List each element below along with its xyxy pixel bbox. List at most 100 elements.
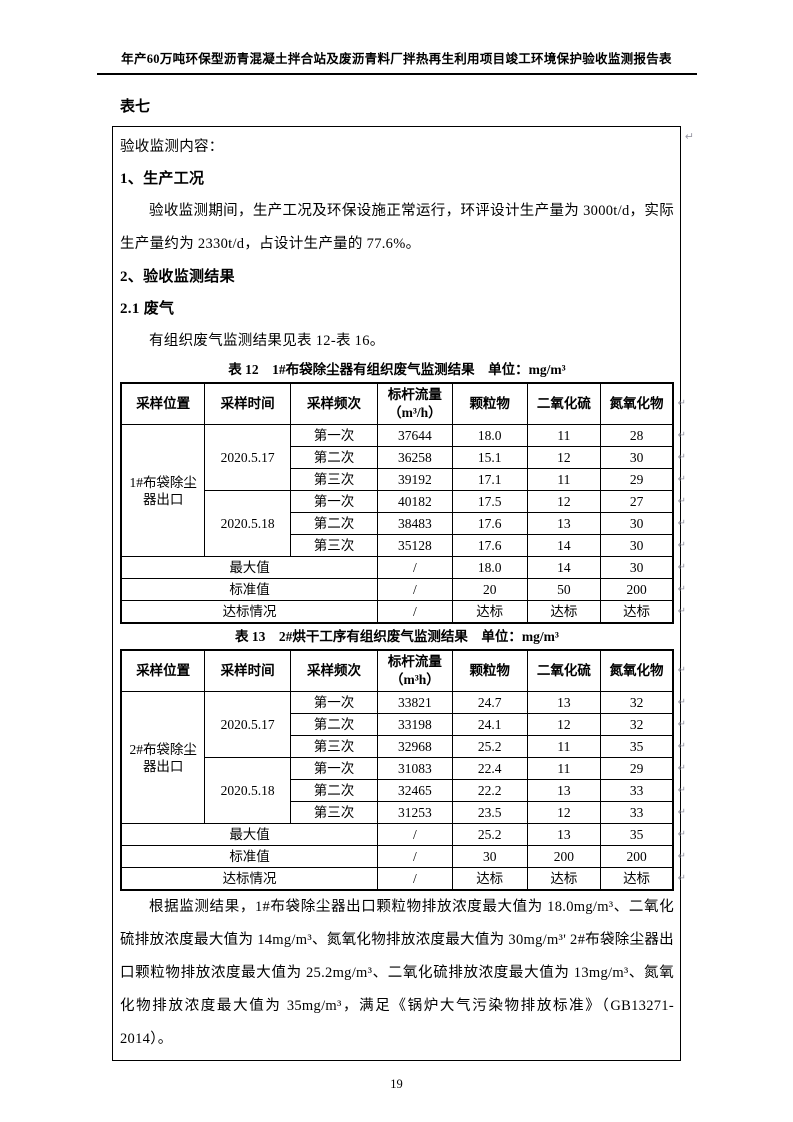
table-cell: 采样位置 xyxy=(120,382,206,425)
table-cell: 标准值 xyxy=(120,578,379,601)
table-cell: 200 ↵ xyxy=(600,845,686,868)
table-cell: 200 xyxy=(526,845,602,868)
table-cell: 25.2 xyxy=(451,823,528,846)
table-cell: 氮氧化物 ↵ xyxy=(600,649,686,692)
table-cell: 颗粒物 xyxy=(451,649,528,692)
table-row: 2#布袋除尘器出口 2020.5.17 第一次 33821 24.7 13 32 ↵ xyxy=(120,691,686,824)
table-cell: 13 xyxy=(526,823,602,846)
table-cell: 第二次 xyxy=(289,446,379,469)
table-cell: 200 ↵ xyxy=(600,578,686,601)
table12-title: 表 12 1#布袋除尘器有组织废气监测结果 单位：mg/m³ xyxy=(228,362,566,377)
table-cell: 二氧化硫 xyxy=(526,382,602,425)
table-cell: 达标 xyxy=(526,600,602,624)
section1-paragraph: 验收监测期间，生产工况及环保设施正常运行，环评设计生产量为 3000t/d，实际… xyxy=(120,203,674,252)
paragraph-mark-icon: ↵ xyxy=(677,806,686,818)
table-row: 1#布袋除尘器出口 2020.5.17 第一次 37644 18.0 11 28 ↵ xyxy=(120,424,686,557)
paragraph-mark-icon: ↵ xyxy=(677,872,686,884)
table-row: 最大值/25.2 13 35 ↵ xyxy=(120,823,686,846)
table-cell: 15.1 xyxy=(451,446,528,469)
paragraph-mark-icon: ↵ xyxy=(677,605,686,617)
table-row: 标准值/30 200 200 ↵ xyxy=(120,845,686,868)
table-row: 2020.5.18 第一次 40182 17.5 12 27 ↵ xyxy=(121,490,686,557)
table-cell: 12 xyxy=(526,490,602,513)
table-cell: 33 ↵ xyxy=(600,801,686,824)
table-cell: 30 ↵ xyxy=(600,446,686,469)
table-cell: 24.7 xyxy=(451,691,528,714)
table-cell: 达标 xyxy=(451,867,528,891)
paragraph-mark-icon: ↵ xyxy=(677,561,686,573)
table-cell: 35 ↵ xyxy=(600,823,686,846)
section2-1-intro: 有组织废气监测结果见表 12-表 16。 xyxy=(149,333,385,349)
table-cell: 第三次 xyxy=(289,534,379,557)
table-cell: 38483 xyxy=(377,512,453,535)
table-cell: 达标情况 xyxy=(120,600,379,624)
table-13: 采样位置 采样时间 采样频次 标杆流量 （m³h） 颗粒物 二氧化硫 氮氧化物 ↵ 2#布袋除尘… xyxy=(120,649,686,891)
paragraph-mark-icon: ↵ xyxy=(677,850,686,862)
table-cell: 29 ↵ xyxy=(600,757,686,780)
table-cell: 27 ↵ xyxy=(600,490,686,513)
table-cell: 35128 xyxy=(377,534,453,557)
table-cell: 25.2 xyxy=(451,735,528,758)
table-cell: 32 ↵ xyxy=(600,713,686,736)
table-cell: 第一次 xyxy=(289,490,379,513)
table-cell: 氮氧化物 ↵ xyxy=(600,382,686,425)
table-cell: 33 ↵ xyxy=(600,779,686,802)
table-row: 标准值/20 50 200 ↵ xyxy=(120,578,686,601)
table-cell: 30 xyxy=(451,845,528,868)
paragraph-mark-icon: ↵ xyxy=(677,696,686,708)
table-row: 第二次 38483 17.6 13 30 ↵ xyxy=(121,512,686,535)
table-cell: 18.0 xyxy=(451,556,528,579)
table-cell: 2#布袋除尘器出口 xyxy=(120,691,206,824)
table-cell: 标杆流量 （m³/h） xyxy=(377,382,453,425)
paragraph-mark-icon: ↵ xyxy=(677,451,686,463)
table-cell: 达标 xyxy=(526,867,602,891)
table-cell: 18.0 xyxy=(451,424,528,447)
table-cell: 达标情况 xyxy=(120,867,379,891)
table-cell: 17.1 xyxy=(451,468,528,491)
paragraph-mark-icon: ↵ xyxy=(677,828,686,840)
table-cell: / xyxy=(377,578,453,601)
paragraph-mark-icon: ↵ xyxy=(677,665,686,676)
table-cell: 第一次 xyxy=(289,691,379,714)
section1-title: 1、生产工况 xyxy=(120,171,205,187)
paragraph-mark-icon: ↵ xyxy=(677,740,686,752)
table-cell: 采样时间 xyxy=(204,649,291,692)
table-cell: 采样位置 xyxy=(120,649,206,692)
table-cell: 14 xyxy=(526,556,602,579)
table-cell: 30 ↵ xyxy=(600,534,686,557)
document-header: 年产60万吨环保型沥青混凝土拌合站及废沥青料厂拌热再生利用项目竣工环境保护验收监… xyxy=(96,0,697,75)
table-row: 采样位置 采样时间 采样频次 标杆流量 （m³/h） 颗粒物 二氧化硫 氮氧化物 ↵ xyxy=(120,382,686,425)
table-cell: 第三次 xyxy=(289,735,379,758)
table-cell: 30 ↵ xyxy=(600,556,686,579)
table-cell: 50 xyxy=(526,578,602,601)
table-cell: 12 xyxy=(526,713,602,736)
table-cell: 采样频次 xyxy=(289,649,379,692)
table-cell: 12 xyxy=(526,446,602,469)
table-cell: 12 xyxy=(526,801,602,824)
table-cell: 30 ↵ xyxy=(600,512,686,535)
table13-title: 表 13 2#烘干工序有组织废气监测结果 单位：mg/m³ xyxy=(235,629,559,644)
table-cell: 第二次 xyxy=(289,713,379,736)
table-cell: 11 xyxy=(526,468,602,491)
table-cell: / xyxy=(377,823,453,846)
table-cell: 32968 xyxy=(377,735,453,758)
table-cell: 17.6 xyxy=(451,534,528,557)
table-cell: 32465 xyxy=(377,779,453,802)
table-cell: 11 xyxy=(526,424,602,447)
paragraph-mark-icon: ↵ xyxy=(677,473,686,485)
paragraph-mark-icon: ↵ xyxy=(684,130,694,143)
paragraph-mark-icon: ↵ xyxy=(677,583,686,595)
table-cell: 采样频次 xyxy=(289,382,379,425)
paragraph-mark-icon: ↵ xyxy=(677,762,686,774)
document-title: 年产60万吨环保型沥青混凝土拌合站及废沥青料厂拌热再生利用项目竣工环境保护验收监… xyxy=(96,48,697,75)
paragraph-mark-icon: ↵ xyxy=(677,784,686,796)
table-cell: 2020.5.17 xyxy=(204,424,291,491)
table-row: 第三次 32968 25.2 11 35 ↵ xyxy=(121,735,686,758)
table-cell: / xyxy=(377,556,453,579)
content-box: ↵ 验收监测内容： 1、生产工况 验收监测期间，生产工况及环保设施正常运行，环评… xyxy=(112,126,694,1061)
table-cell: 29 ↵ xyxy=(600,468,686,491)
table-cell: 最大值 xyxy=(120,556,379,579)
table-cell: 28 ↵ xyxy=(600,424,686,447)
table-cell: 20 xyxy=(451,578,528,601)
table-row: 第二次 36258 15.1 12 30 ↵ xyxy=(121,446,686,469)
